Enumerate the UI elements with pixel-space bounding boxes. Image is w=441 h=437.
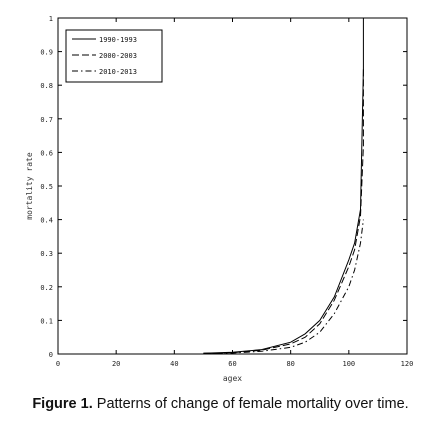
y-tick-label: 0.7 [40,116,53,124]
x-tick-label: 20 [112,360,120,368]
y-tick-label: 0.4 [40,217,53,225]
x-tick-label: 40 [170,360,178,368]
y-tick-label: 0.8 [40,82,53,90]
x-tick-label: 120 [401,360,414,368]
y-tick-label: 1 [49,15,53,23]
chart-svg: 0 20 40 60 80 100 120 0 0.1 0.2 0.3 0.4 0.5 0.6 0.7 0.8… [25,15,413,383]
legend-label-2: 2010-2013 [99,68,137,76]
series-line-0 [203,18,364,354]
legend-label-0: 1990-1993 [99,36,137,44]
y-tick-label: 0.6 [40,149,53,157]
series-line-1 [203,68,364,354]
y-axis-label: mortality rate [25,152,34,220]
series-group [203,18,364,355]
y-tick-label: 0 [49,351,53,359]
y-tick-label: 0.9 [40,49,53,57]
x-tick-label: 0 [56,360,60,368]
legend-label-1: 2000-2003 [99,52,137,60]
figure-caption-text: Patterns of change of female mortality o… [96,396,409,412]
x-tick-label: 100 [343,360,356,368]
figure-caption-label: Figure 1. [32,396,93,412]
legend: 1990-1993 2000-2003 2010-2013 [65,29,163,83]
x-tick-label: 60 [228,360,236,368]
y-tick-label: 0.3 [40,250,53,258]
x-axis-label: agex [223,374,242,383]
x-tick-label: 80 [286,360,294,368]
y-tick-label: 0.5 [40,183,53,191]
axis-ticks: 0 20 40 60 80 100 120 0 0.1 0.2 0.3 0.4 0.5 0.6 0.7 0.8… [40,15,413,368]
y-tick-label: 0.1 [40,317,53,325]
series-line-2 [203,219,364,355]
y-tick-label: 0.2 [40,284,53,292]
figure-caption: Figure 1. Patterns of change of female m… [0,396,441,412]
